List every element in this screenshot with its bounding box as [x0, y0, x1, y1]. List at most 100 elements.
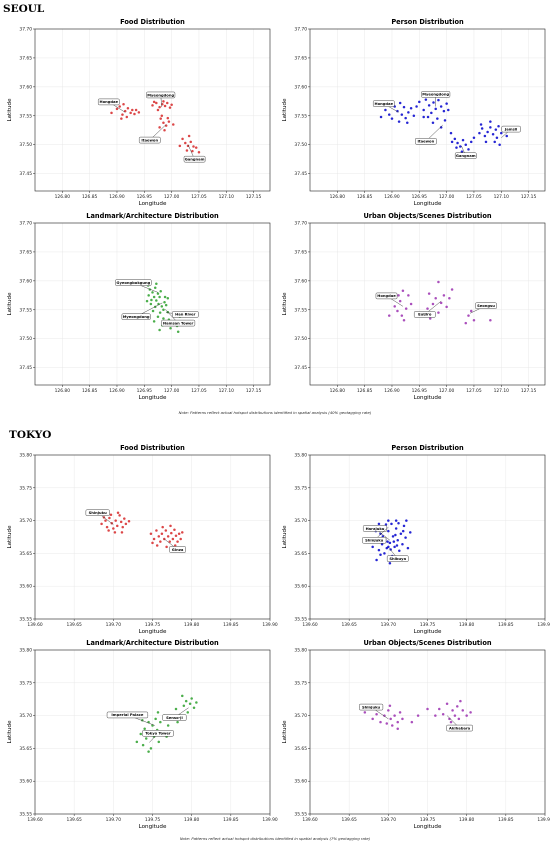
data-point — [436, 117, 439, 120]
y-tick-label: 37.50 — [19, 142, 32, 148]
data-point — [390, 522, 393, 526]
annotation-label: Myeongdong — [147, 93, 174, 97]
data-point — [191, 149, 194, 153]
data-point — [159, 540, 162, 543]
data-point — [134, 108, 138, 112]
data-point — [160, 114, 164, 118]
data-point — [181, 694, 184, 698]
data-point — [163, 301, 166, 304]
data-point — [407, 294, 410, 297]
data-point — [375, 713, 378, 716]
data-point — [402, 105, 406, 109]
data-point — [404, 116, 407, 120]
data-point — [442, 294, 446, 297]
annotation-label: Hongdae — [375, 102, 394, 106]
y-tick-label: 35.70 — [294, 518, 307, 524]
y-tick-label: 35.80 — [294, 648, 307, 654]
x-tick-label: 127.00 — [164, 194, 180, 200]
data-point — [445, 102, 448, 105]
x-tick-label: 139.65 — [66, 817, 82, 823]
data-point — [169, 524, 172, 528]
data-point — [431, 121, 435, 124]
data-point — [388, 541, 392, 545]
data-point — [461, 138, 465, 142]
data-point — [158, 105, 161, 109]
data-point — [401, 529, 405, 533]
data-point — [443, 119, 447, 122]
y-tick-label: 35.55 — [19, 617, 32, 623]
data-point — [412, 114, 416, 118]
data-point — [480, 127, 484, 130]
data-point — [135, 740, 139, 744]
x-tick-label: 139.90 — [262, 817, 278, 823]
y-tick-label: 37.65 — [294, 55, 307, 61]
data-point — [396, 309, 399, 313]
chart-title: Landmark/Architecture Distribution — [86, 212, 219, 220]
data-point — [181, 137, 184, 141]
data-point — [456, 705, 459, 708]
annotation-box — [454, 152, 477, 159]
data-point — [118, 514, 121, 517]
y-tick-label: 35.75 — [19, 680, 32, 686]
x-axis-label: Longitude — [139, 824, 167, 830]
y-tick-label: 37.70 — [294, 27, 307, 33]
y-tick-label: 37.45 — [19, 171, 32, 177]
annotation-box — [359, 703, 384, 711]
annotation-label: Ginza — [172, 548, 184, 552]
y-tick-label: 35.55 — [294, 617, 307, 623]
data-point — [461, 709, 464, 712]
x-axis-label: Longitude — [139, 629, 167, 635]
data-point — [415, 105, 418, 108]
x-tick-label: 139.60 — [27, 622, 43, 628]
annotation-label: Akihabara — [449, 726, 471, 730]
data-point — [184, 141, 187, 145]
annotation-label: Shibuya — [389, 557, 406, 561]
data-point — [394, 533, 397, 537]
data-point — [398, 299, 402, 303]
data-point — [418, 100, 421, 104]
data-point — [181, 531, 184, 534]
y-tick-label: 37.60 — [294, 84, 307, 90]
y-axis-label: Latitude — [282, 292, 288, 316]
data-point — [465, 714, 468, 717]
data-point — [163, 295, 167, 299]
data-point — [427, 104, 431, 107]
x-tick-label: 126.90 — [109, 388, 125, 394]
data-point — [457, 717, 461, 721]
data-point — [165, 545, 168, 549]
data-point — [491, 133, 495, 136]
y-tick-label: 37.45 — [19, 365, 32, 371]
y-tick-label: 37.60 — [19, 278, 32, 284]
chart-panel: Person Distribution 126.80 126.85 126.90 126… — [282, 18, 546, 207]
data-point — [469, 711, 472, 714]
data-point — [390, 117, 394, 120]
x-axis-label: Longitude — [414, 395, 442, 401]
plot-frame — [309, 454, 546, 620]
y-tick-label: 35.60 — [19, 779, 32, 785]
data-point — [441, 713, 445, 716]
annotation-box — [146, 91, 176, 99]
x-tick-label: 139.90 — [262, 622, 278, 628]
plot-frame — [309, 222, 546, 386]
x-tick-label: 127.10 — [494, 388, 510, 394]
data-point — [110, 111, 113, 115]
data-point — [484, 140, 488, 144]
data-point — [427, 292, 431, 295]
y-tick-label: 37.55 — [294, 113, 307, 119]
data-point — [387, 545, 390, 549]
y-tick-label: 35.80 — [19, 453, 32, 459]
data-point — [155, 101, 158, 105]
x-tick-label: 127.15 — [246, 194, 262, 200]
x-tick-label: 139.85 — [223, 622, 239, 628]
data-point — [410, 720, 414, 724]
data-point — [121, 525, 124, 529]
y-tick-label: 37.65 — [294, 249, 307, 255]
data-point — [176, 540, 179, 543]
data-point — [120, 531, 124, 534]
data-point — [428, 317, 432, 320]
data-point — [171, 537, 175, 541]
y-tick-label: 37.45 — [294, 365, 307, 371]
data-point — [124, 522, 128, 526]
chart-title: Food Distribution — [120, 444, 185, 452]
data-point — [449, 131, 453, 135]
